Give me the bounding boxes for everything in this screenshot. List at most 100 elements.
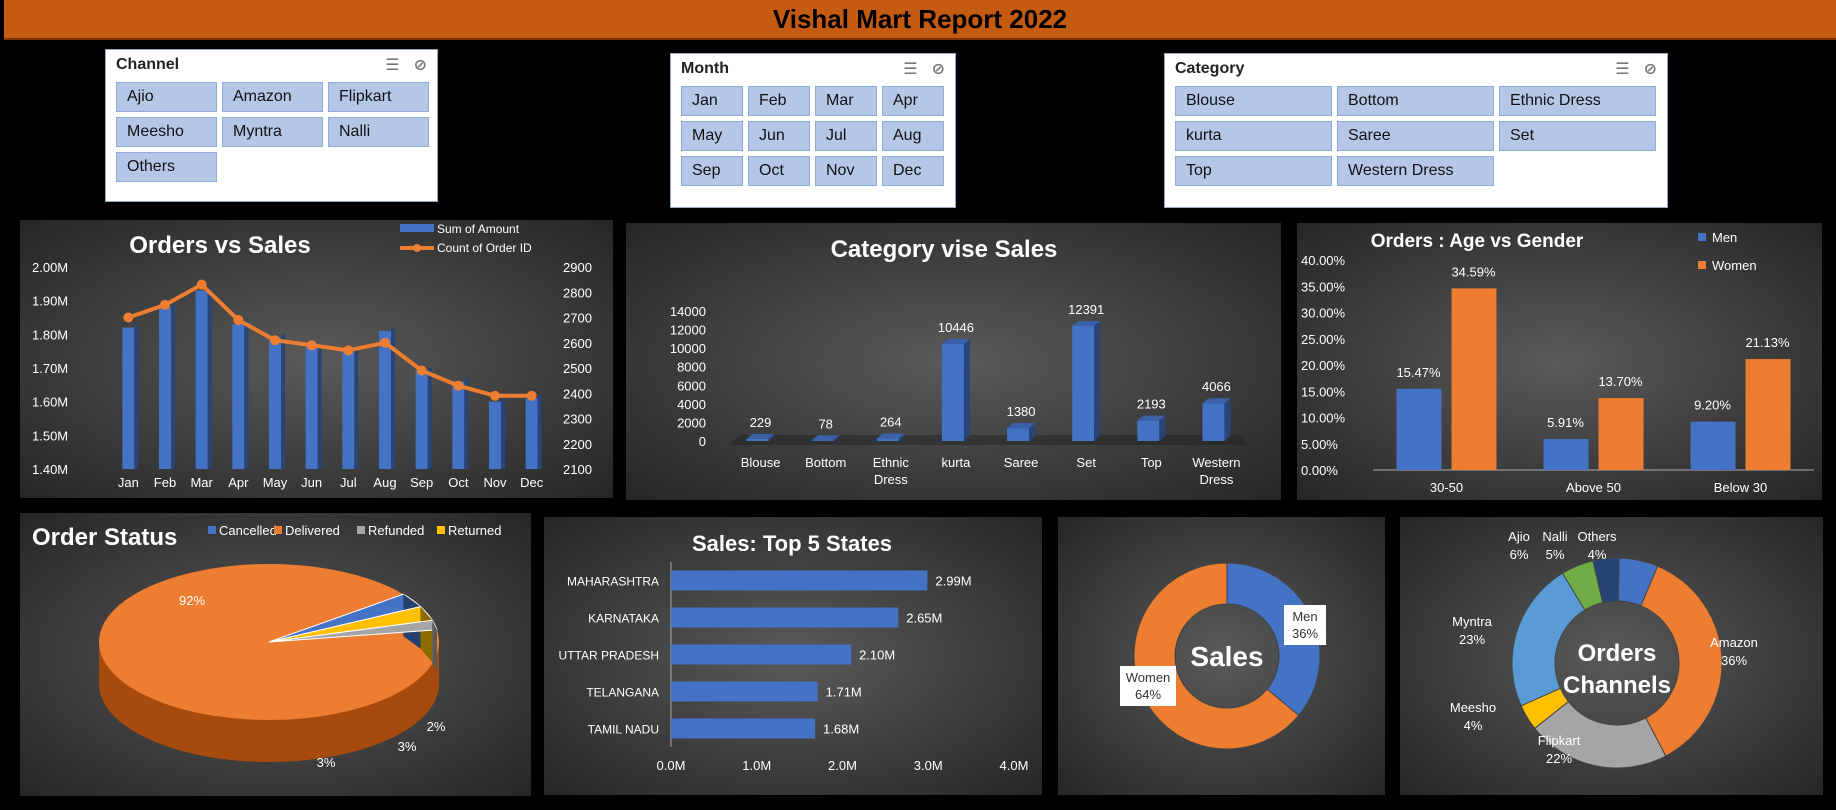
month-slicer-title: Month [681, 60, 729, 77]
category-sales-chart: Category vise Sales 14000 12000 10000 8000 60… [626, 223, 1281, 500]
data-label: 13.70% [1598, 374, 1643, 389]
month-item[interactable]: Nov [815, 156, 877, 186]
slice-label: 2% [427, 719, 446, 734]
order-count-point [343, 345, 354, 356]
category-bar-top [811, 435, 840, 441]
category-item[interactable]: Top [1175, 156, 1332, 186]
channel-label: Amazon [1710, 635, 1758, 650]
state-bar [671, 681, 818, 702]
multi-select-icon[interactable]: ☰ [385, 57, 400, 74]
amount-bar-side [537, 395, 542, 469]
amount-bar [195, 290, 208, 469]
clear-filter-icon[interactable]: ⊘ [931, 61, 945, 78]
chart-title: Category vise Sales [831, 236, 1058, 263]
multi-select-icon[interactable]: ☰ [903, 61, 918, 78]
clear-filter-icon[interactable]: ⊘ [1643, 61, 1657, 78]
month-item[interactable]: Apr [882, 86, 944, 116]
y-axis-tick: 6000 [677, 378, 706, 393]
data-label: 2.10M [859, 648, 895, 663]
left-axis-tick: 1.40M [32, 462, 68, 477]
category-bar-top [941, 339, 970, 345]
channel-item[interactable]: Ajio [116, 82, 217, 112]
x-axis-tick: 4.0M [1000, 758, 1029, 773]
category-item[interactable]: Saree [1337, 121, 1494, 151]
category-bar-side [1224, 398, 1231, 441]
y-axis-tick: 14000 [670, 304, 706, 319]
category-bar-top [1137, 415, 1166, 421]
category-bar-top [746, 433, 775, 439]
y-axis-tick: 10.00% [1301, 411, 1346, 426]
amount-bar-side [317, 344, 322, 469]
top-states-chart: Sales: Top 5 States MAHARASHTRA 2.99M KARNA… [544, 517, 1042, 795]
category-item[interactable]: Blouse [1175, 86, 1332, 116]
x-axis-tick: 2.0M [828, 758, 857, 773]
x-axis-tick: Feb [154, 475, 176, 490]
men-percent: 36% [1292, 626, 1318, 641]
women-bar [1745, 359, 1791, 470]
category-bar-top [1202, 398, 1231, 404]
channel-item[interactable]: Flipkart [328, 82, 429, 112]
data-label: 1.71M [826, 685, 862, 700]
chart-title: Sales [1190, 641, 1263, 672]
state-bar [671, 644, 852, 665]
month-item[interactable]: Dec [882, 156, 944, 186]
month-item[interactable]: Feb [748, 86, 810, 116]
x-axis-tick: 0.0M [657, 758, 686, 773]
amount-bar [159, 307, 171, 469]
category-item[interactable]: Ethnic Dress [1499, 86, 1656, 116]
clear-filter-icon[interactable]: ⊘ [413, 57, 427, 74]
legend-label: Refunded [368, 523, 424, 538]
y-axis-tick: 0.00% [1301, 463, 1338, 478]
age-gender-svg: Orders : Age vs Gender 40.00% 35.00% 30.00%… [1301, 230, 1814, 495]
slice-label: 3% [398, 739, 417, 754]
data-label: 1.68M [823, 722, 859, 737]
category-item[interactable]: Set [1499, 121, 1656, 151]
men-label-box [1284, 605, 1326, 645]
category-bar-top [876, 433, 905, 439]
category-bar [1007, 428, 1030, 441]
amount-bar [269, 337, 281, 469]
month-item[interactable]: Jan [681, 86, 743, 116]
men-label: Men [1292, 609, 1317, 624]
month-item[interactable]: Sep [681, 156, 743, 186]
chart-title: Order Status [32, 524, 177, 551]
month-item[interactable]: Jun [748, 121, 810, 151]
women-label: Women [1126, 670, 1171, 685]
y-axis-tick: KARNATAKA [588, 612, 659, 626]
amount-bar [452, 381, 465, 469]
data-label: 2.99M [935, 574, 971, 589]
y-axis-tick: 0 [699, 434, 706, 449]
orders-vs-sales-chart: Orders vs Sales 2.00M 1.90M 1.80M 1.70M 1.60M… [20, 220, 613, 498]
x-axis-tick: 3.0M [914, 758, 943, 773]
channel-item[interactable]: Amazon [222, 82, 323, 112]
channel-slicer: Channel ☰ ⊘ Ajio Amazon Flipkart Meesho M… [105, 49, 438, 202]
x-axis-tick: Sep [410, 475, 433, 490]
category-item[interactable]: Western Dress [1337, 156, 1494, 186]
order-status-svg: Order Status Cancelled Delivered Refunded Re… [32, 523, 501, 770]
legend-label: Returned [448, 523, 501, 538]
data-label: 34.59% [1451, 264, 1496, 279]
category-bar-side [963, 339, 970, 441]
women-bar [1598, 398, 1644, 470]
legend-label-count: Count of Order ID [437, 241, 532, 255]
category-item[interactable]: kurta [1175, 121, 1332, 151]
month-item[interactable]: Aug [882, 121, 944, 151]
legend-label: Delivered [285, 523, 340, 538]
y-axis-tick: 35.00% [1301, 279, 1346, 294]
channel-item[interactable]: Myntra [222, 117, 323, 147]
multi-select-icon[interactable]: ☰ [1615, 61, 1630, 78]
month-item[interactable]: Mar [815, 86, 877, 116]
state-bar [671, 718, 816, 739]
legend-swatch [357, 526, 365, 534]
right-axis-tick: 2900 [563, 260, 592, 275]
month-item[interactable]: Oct [748, 156, 810, 186]
data-label: 264 [880, 415, 902, 430]
month-item[interactable]: Jul [815, 121, 877, 151]
channel-item[interactable]: Meesho [116, 117, 217, 147]
channel-item[interactable]: Others [116, 152, 217, 182]
month-item[interactable]: May [681, 121, 743, 151]
left-axis-tick: 1.50M [32, 428, 68, 443]
category-item[interactable]: Bottom [1337, 86, 1494, 116]
order-count-point [306, 340, 317, 351]
channel-item[interactable]: Nalli [328, 117, 429, 147]
